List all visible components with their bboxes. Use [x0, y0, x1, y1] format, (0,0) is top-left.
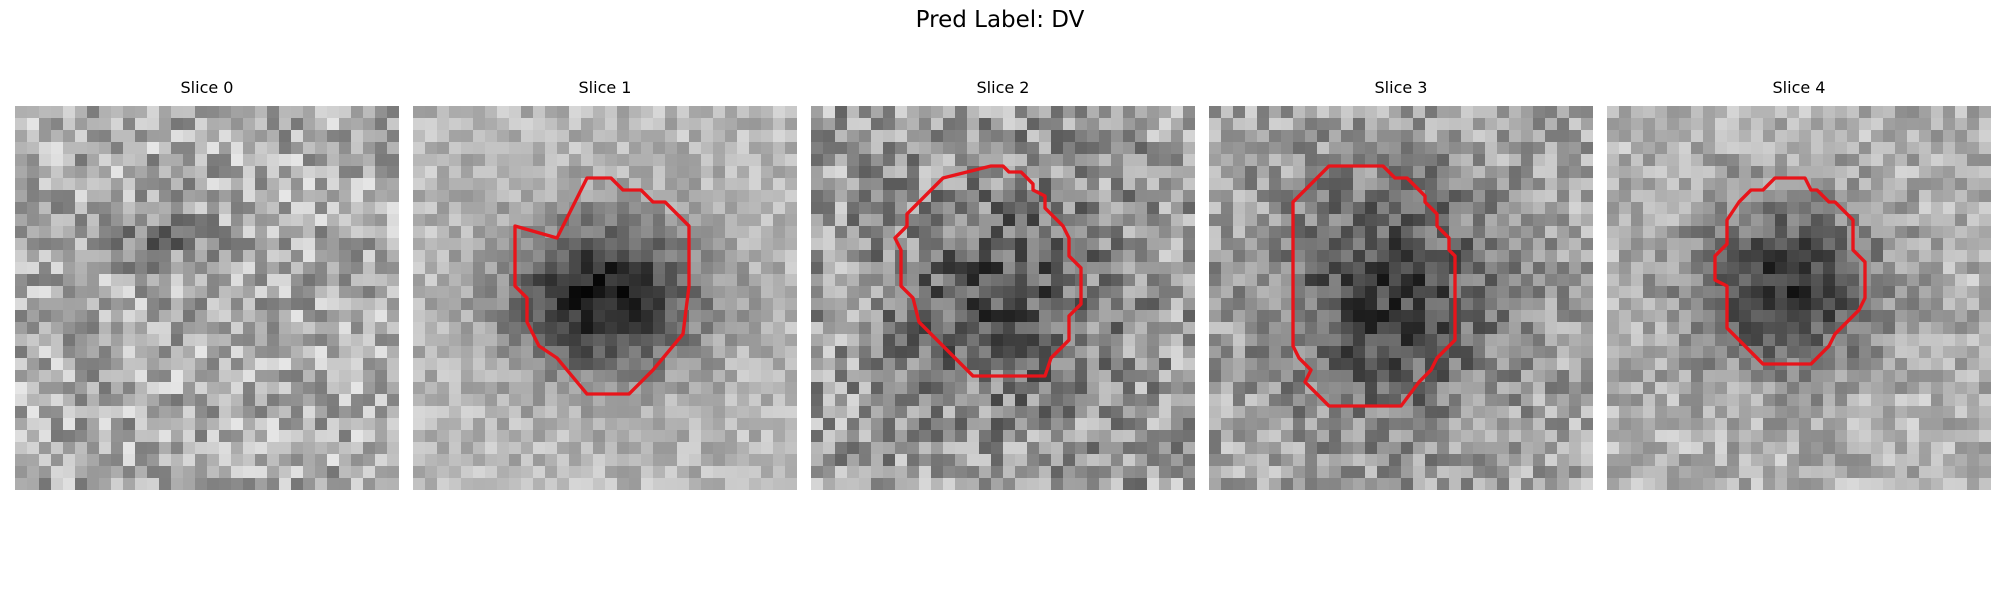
slice-title-2: Slice 2	[976, 78, 1030, 97]
slice-panel-3: Slice 3	[1209, 78, 1593, 490]
slice-title-1: Slice 1	[578, 78, 632, 97]
slice-title-0: Slice 0	[180, 78, 234, 97]
slice-image-3	[1209, 106, 1593, 490]
slice-panel-2: Slice 2	[811, 78, 1195, 490]
contour-outline-4	[1713, 176, 1867, 366]
slice-title-3: Slice 3	[1374, 78, 1428, 97]
contour-outline-2	[893, 164, 1083, 378]
slice-panel-0: Slice 0	[15, 78, 399, 490]
contour-outline-1	[513, 176, 691, 396]
slice-panel-1: Slice 1	[413, 78, 797, 490]
slice-panel-4: Slice 4	[1607, 78, 1991, 490]
slice-title-4: Slice 4	[1772, 78, 1826, 97]
contour-outline-3	[1291, 164, 1457, 408]
slice-image-0	[15, 106, 399, 490]
figure-title: Pred Label: DV	[915, 7, 1085, 33]
slice-image-1	[413, 106, 797, 490]
slice-image-2	[811, 106, 1195, 490]
slice-image-4	[1607, 106, 1991, 490]
